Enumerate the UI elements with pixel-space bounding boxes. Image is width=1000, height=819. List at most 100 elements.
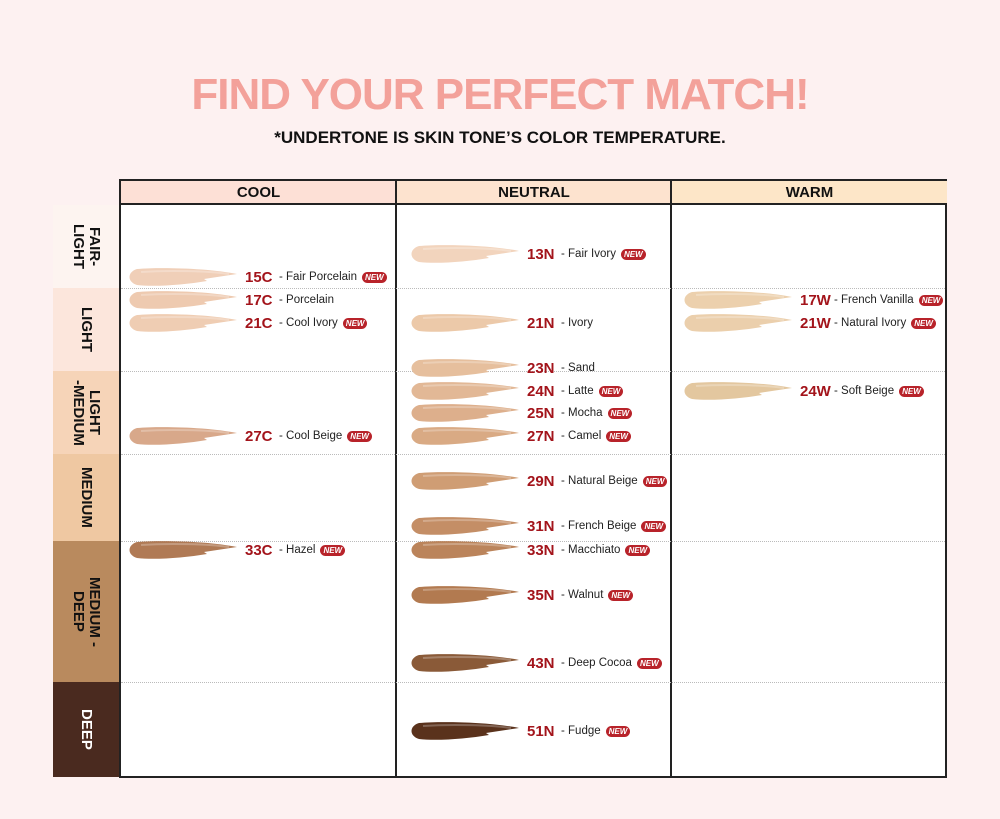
- shade-table: COOL NEUTRAL WARM 15C - Fair Porcelain NEW…: [119, 179, 947, 778]
- swatch-smear: [129, 268, 237, 286]
- shade-name: - Natural Beige: [561, 475, 638, 487]
- shade-27n: 27N - Camel NEW: [411, 424, 631, 448]
- new-badge: NEW: [899, 385, 924, 397]
- shade-name: - Cool Ivory: [279, 317, 338, 329]
- swatch-smear: [684, 314, 792, 332]
- swatch-smear: [411, 517, 519, 535]
- shade-name: - Macchiato: [561, 544, 621, 556]
- header-cool: COOL: [121, 181, 396, 205]
- shade-name: - Latte: [561, 385, 594, 397]
- row-label: MEDIUM: [53, 454, 119, 541]
- shade-23n: 23N - Sand: [411, 356, 595, 380]
- shade-code: 17C: [245, 291, 273, 309]
- row-label-text: MEDIUM - DEEP: [70, 576, 103, 647]
- swatch-smear: [129, 427, 237, 445]
- shade-name: - Fair Porcelain: [279, 271, 357, 283]
- shade-name: - French Vanilla: [834, 294, 914, 306]
- shade-13n: 13N - Fair Ivory NEW: [411, 242, 646, 266]
- shade-name: - Natural Ivory: [834, 317, 907, 329]
- shade-code: 15C: [245, 268, 273, 286]
- shade-15c: 15C - Fair Porcelain NEW: [129, 265, 387, 289]
- shade-name: - Sand: [561, 362, 595, 374]
- row-label-text: LIGHT: [78, 307, 95, 352]
- row-divider: [121, 541, 945, 542]
- shade-name: - Porcelain: [279, 294, 334, 306]
- shade-code: 24W: [800, 382, 831, 400]
- shade-21w: 21W - Natural Ivory NEW: [684, 311, 936, 335]
- shade-code: 25N: [527, 404, 555, 422]
- swatch-smear: [411, 427, 519, 445]
- new-badge: NEW: [911, 317, 936, 329]
- header-warm: WARM: [672, 181, 947, 205]
- row-divider: [121, 371, 945, 372]
- new-badge: NEW: [625, 544, 651, 556]
- new-badge: NEW: [342, 317, 368, 329]
- swatch-smear: [411, 404, 519, 422]
- shade-code: 33C: [245, 541, 273, 559]
- row-label-text: FAIR- LIGHT: [70, 224, 103, 269]
- row-label: DEEP: [53, 682, 119, 777]
- shade-name: - Cool Beige: [279, 430, 343, 442]
- shade-name: - Mocha: [561, 407, 603, 419]
- shade-24w: 24W - Soft Beige NEW: [684, 379, 924, 403]
- shade-24n: 24N - Latte NEW: [411, 379, 624, 403]
- row-divider: [121, 454, 945, 455]
- swatch-smear: [411, 541, 519, 559]
- shade-33n: 33N - Macchiato NEW: [411, 538, 651, 562]
- row-label: MEDIUM - DEEP: [53, 541, 119, 682]
- shade-33c: 33C - Hazel NEW: [129, 538, 346, 562]
- shade-code: 21W: [800, 314, 831, 332]
- shade-code: 29N: [527, 472, 555, 490]
- new-badge: NEW: [642, 475, 668, 487]
- shade-code: 24N: [527, 382, 555, 400]
- shade-17c: 17C - Porcelain: [129, 288, 334, 312]
- row-label: FAIR- LIGHT: [53, 205, 119, 288]
- new-badge: NEW: [361, 271, 387, 283]
- new-badge: NEW: [598, 385, 624, 397]
- shade-35n: 35N - Walnut NEW: [411, 583, 634, 607]
- shade-21n: 21N - Ivory: [411, 311, 593, 335]
- shade-name: - Camel: [561, 430, 602, 442]
- shade-name: - Fudge: [561, 725, 601, 737]
- page-title: FIND YOUR PERFECT MATCH!: [191, 70, 809, 119]
- shade-code: 27N: [527, 427, 555, 445]
- new-badge: NEW: [347, 430, 372, 442]
- shade-code: 17W: [800, 291, 831, 309]
- swatch-smear: [684, 291, 792, 309]
- new-badge: NEW: [607, 407, 633, 419]
- shade-21c: 21C - Cool Ivory NEW: [129, 311, 368, 335]
- new-badge: NEW: [608, 589, 634, 601]
- swatch-smear: [411, 586, 519, 604]
- shade-17w: 17W - French Vanilla NEW: [684, 288, 944, 312]
- shade-51n: 51N - Fudge NEW: [411, 719, 631, 743]
- divider: [670, 181, 672, 776]
- shade-code: 13N: [527, 245, 555, 263]
- swatch-smear: [411, 382, 519, 400]
- new-badge: NEW: [320, 544, 346, 556]
- header-neutral: NEUTRAL: [396, 181, 672, 205]
- new-badge: NEW: [918, 294, 944, 306]
- swatch-smear: [411, 245, 519, 263]
- shade-name: - Hazel: [279, 544, 316, 556]
- row-label-text: MEDIUM: [78, 467, 95, 528]
- new-badge: NEW: [605, 725, 631, 737]
- swatch-smear: [411, 359, 519, 377]
- shade-code: 35N: [527, 586, 555, 604]
- page-subtitle: *UNDERTONE IS SKIN TONE’S COLOR TEMPERAT…: [274, 128, 726, 147]
- shade-code: 23N: [527, 359, 555, 377]
- new-badge: NEW: [620, 248, 646, 260]
- shade-25n: 25N - Mocha NEW: [411, 401, 633, 425]
- shade-name: - Soft Beige: [834, 385, 895, 397]
- shade-code: 43N: [527, 654, 555, 672]
- new-badge: NEW: [641, 520, 667, 532]
- swatch-smear: [411, 722, 519, 740]
- shade-name: - French Beige: [561, 520, 637, 532]
- row-label: LIGHT: [53, 288, 119, 371]
- row-label-text: DEEP: [78, 709, 95, 750]
- swatch-smear: [684, 382, 792, 400]
- shade-31n: 31N - French Beige NEW: [411, 514, 667, 538]
- shade-name: - Ivory: [561, 317, 593, 329]
- row-divider: [121, 288, 945, 289]
- shade-27c: 27C - Cool Beige NEW: [129, 424, 372, 448]
- new-badge: NEW: [606, 430, 631, 442]
